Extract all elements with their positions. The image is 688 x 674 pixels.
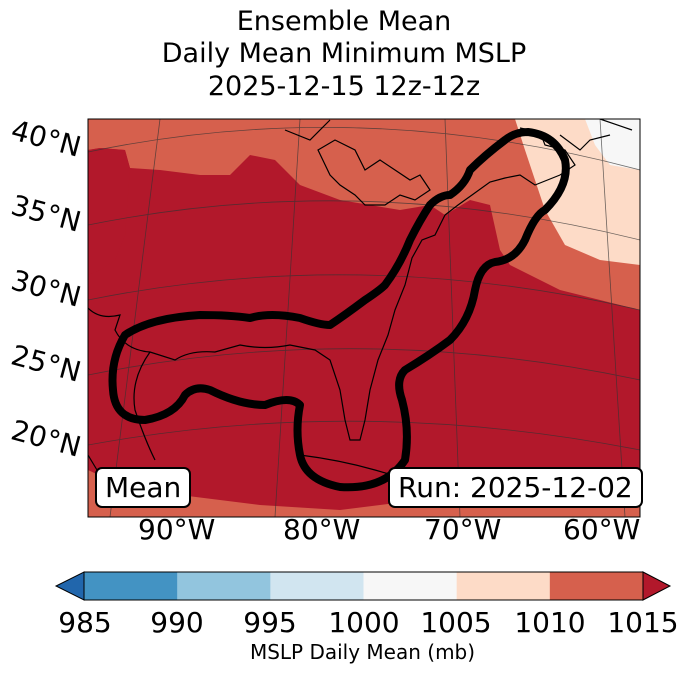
cbar-frame bbox=[83, 571, 644, 601]
cbar-extend-high bbox=[642, 571, 672, 601]
lon-label-70w: 70°W bbox=[424, 513, 502, 546]
cbar-tick-1015: 1015 bbox=[607, 606, 679, 639]
cbar-tick-985: 985 bbox=[58, 606, 112, 639]
cbar-segment bbox=[177, 572, 271, 600]
lon-label-80w: 80°W bbox=[283, 513, 361, 546]
field-band-1010-1015-north bbox=[88, 119, 640, 310]
field-high-west-wedge bbox=[88, 148, 130, 275]
run-date-label-box: Run: 2025-12-02 bbox=[388, 467, 643, 508]
contour-1015 bbox=[108, 128, 570, 492]
cbar-extend-low bbox=[54, 571, 85, 601]
lon-label-60w: 60°W bbox=[563, 513, 641, 546]
colorbar bbox=[54, 571, 672, 601]
cbar-segment bbox=[270, 572, 364, 600]
cbar-tick-1000: 1000 bbox=[328, 606, 400, 639]
mean-label-box: Mean bbox=[95, 467, 192, 508]
map-frame bbox=[87, 118, 641, 518]
lon-label-90w: 90°W bbox=[138, 513, 216, 546]
cbar-segment bbox=[549, 572, 644, 600]
title-line-1: Ensemble Mean bbox=[236, 6, 452, 37]
mslp-map bbox=[87, 118, 641, 518]
map-field bbox=[88, 119, 640, 517]
cbar-tick-990: 990 bbox=[150, 606, 204, 639]
colorbar-label: MSLP Daily Mean (mb) bbox=[249, 640, 476, 664]
cbar-segment bbox=[84, 572, 178, 600]
cbar-tick-1005: 1005 bbox=[420, 606, 492, 639]
cbar-segment bbox=[456, 572, 551, 600]
field-band-1000-1005 bbox=[585, 119, 640, 170]
title-line-3: 2025-12-15 12z-12z bbox=[207, 71, 481, 102]
cbar-tick-995: 995 bbox=[243, 606, 297, 639]
cbar-segment bbox=[363, 572, 458, 600]
title-line-2: Daily Mean Minimum MSLP bbox=[161, 38, 527, 69]
cbar-tick-1010: 1010 bbox=[514, 606, 586, 639]
